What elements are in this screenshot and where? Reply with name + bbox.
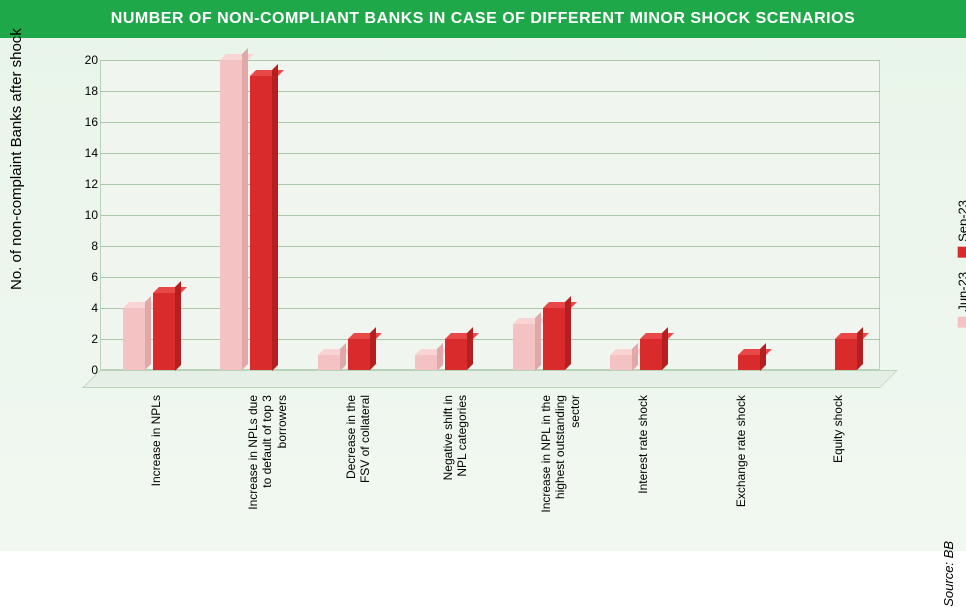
x-tick-label: Increase in NPL in the highest outstandi… <box>490 395 588 545</box>
category-group <box>198 60 296 370</box>
plot-floor <box>82 370 898 388</box>
y-tick-label: 4 <box>70 301 98 315</box>
category-group <box>393 60 491 370</box>
y-tick-label: 12 <box>70 177 98 191</box>
bar-side <box>437 343 443 371</box>
bar-side <box>370 327 376 370</box>
bar <box>610 355 632 371</box>
legend-swatch-sep23 <box>958 247 966 258</box>
bar-top <box>738 349 772 355</box>
x-tick-label: Increase in NPLs due to default of top 3… <box>198 395 296 545</box>
bar <box>445 339 467 370</box>
legend-item-sep23: Sep-23 <box>956 200 966 258</box>
chart-area: 02468101214161820 Increase in NPLsIncrea… <box>60 55 895 535</box>
legend-item-jun23: Jun-23 <box>956 272 966 328</box>
bar <box>123 308 145 370</box>
bar-top <box>543 302 577 308</box>
bar-side <box>565 296 571 370</box>
bar-face <box>738 355 760 371</box>
bar-side <box>662 327 668 370</box>
bar <box>153 293 175 371</box>
bar <box>220 60 242 370</box>
bars-group <box>100 60 880 370</box>
bar-top <box>318 349 352 355</box>
y-tick-label: 20 <box>70 53 98 67</box>
bar <box>513 324 535 371</box>
legend: Jun-23 Sep-23 <box>956 200 966 328</box>
bar-top <box>415 349 449 355</box>
bar-face <box>153 293 175 371</box>
bar-top <box>513 318 547 324</box>
bar-face <box>123 308 145 370</box>
y-tick-label: 16 <box>70 115 98 129</box>
chart-container: NUMBER OF NON-COMPLIANT BANKS IN CASE OF… <box>0 0 966 551</box>
y-tick-label: 14 <box>70 146 98 160</box>
y-tick-label: 8 <box>70 239 98 253</box>
bar-side <box>272 64 278 371</box>
y-axis-label: No. of non-complaint Banks after shock <box>8 28 25 290</box>
x-tick-label: Decrease in the FSV of collateral <box>295 395 393 545</box>
bar-side <box>467 327 473 370</box>
bar <box>415 355 437 371</box>
bar-side <box>632 343 638 371</box>
bar-top <box>348 333 382 339</box>
category-group <box>295 60 393 370</box>
bar <box>640 339 662 370</box>
bar-top <box>640 333 674 339</box>
bar-face <box>513 324 535 371</box>
bar-face <box>640 339 662 370</box>
y-tick-label: 18 <box>70 84 98 98</box>
bar-face <box>543 308 565 370</box>
bar-top <box>835 333 869 339</box>
bar-face <box>220 60 242 370</box>
bar-face <box>415 355 437 371</box>
bar-side <box>760 343 766 371</box>
plot-area <box>100 60 880 370</box>
bar-top <box>250 70 284 76</box>
bar-side <box>340 343 346 371</box>
bar-top <box>610 349 644 355</box>
bar-face <box>250 76 272 371</box>
chart-title: NUMBER OF NON-COMPLIANT BANKS IN CASE OF… <box>0 0 966 38</box>
x-tick-label: Increase in NPLs <box>100 395 198 545</box>
bar-top <box>220 54 254 60</box>
bar-top <box>445 333 479 339</box>
y-axis-ticks: 02468101214161820 <box>70 60 98 370</box>
category-group <box>588 60 686 370</box>
bar <box>543 308 565 370</box>
bar <box>318 355 340 371</box>
bar-side <box>857 327 863 370</box>
category-group <box>490 60 588 370</box>
x-tick-label: Equity shock <box>783 395 881 545</box>
category-group <box>100 60 198 370</box>
category-group <box>783 60 881 370</box>
legend-label-jun23: Jun-23 <box>956 272 966 312</box>
bar-side <box>242 48 248 370</box>
legend-label-sep23: Sep-23 <box>956 200 966 242</box>
bar-face <box>318 355 340 371</box>
bar-face <box>348 339 370 370</box>
y-tick-label: 2 <box>70 332 98 346</box>
x-tick-label: Negative shift in NPL categories <box>393 395 491 545</box>
y-tick-label: 10 <box>70 208 98 222</box>
x-tick-label: Exchange rate shock <box>685 395 783 545</box>
bar-face <box>835 339 857 370</box>
bar-top <box>153 287 187 293</box>
x-axis-labels: Increase in NPLsIncrease in NPLs due to … <box>100 395 880 545</box>
y-tick-label: 6 <box>70 270 98 284</box>
bar-side <box>145 296 151 370</box>
category-group <box>685 60 783 370</box>
legend-swatch-jun23 <box>958 317 966 328</box>
bar <box>250 76 272 371</box>
x-tick-label: Interest rate shock <box>588 395 686 545</box>
bar-side <box>535 312 541 371</box>
bar-face <box>610 355 632 371</box>
bar-face <box>445 339 467 370</box>
bar <box>835 339 857 370</box>
bar-side <box>175 281 181 371</box>
bar-top <box>123 302 157 308</box>
bar <box>738 355 760 371</box>
bar <box>348 339 370 370</box>
